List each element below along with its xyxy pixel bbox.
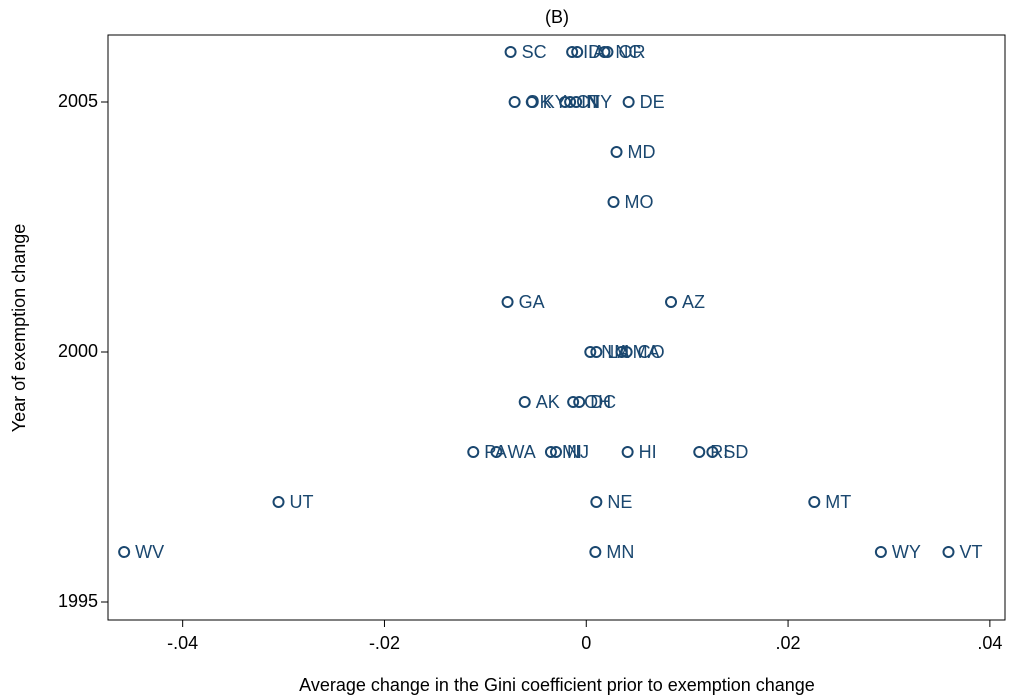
y-tick-label: 2005	[58, 91, 98, 111]
x-axis-title: Average change in the Gini coefficient p…	[299, 675, 815, 695]
point-label: MN	[606, 542, 634, 562]
point	[573, 396, 586, 408]
point-label: NC	[615, 42, 641, 62]
chart-title: (B)	[545, 7, 569, 27]
point	[518, 396, 531, 408]
point-label: CO	[638, 342, 665, 362]
y-tick-label: 2000	[58, 341, 98, 361]
point	[504, 46, 517, 58]
point	[622, 96, 635, 108]
point-label: WA	[507, 442, 535, 462]
point-label: NE	[607, 492, 632, 512]
point-label: UT	[290, 492, 314, 512]
point	[607, 196, 620, 208]
point-label: MD	[628, 142, 656, 162]
point	[601, 46, 614, 58]
point	[620, 346, 633, 358]
point	[570, 96, 583, 108]
x-tick-label: -.02	[369, 633, 400, 653]
point-label: IN	[581, 92, 599, 112]
point-label: KY	[543, 92, 567, 112]
point	[559, 96, 572, 108]
point	[567, 396, 580, 408]
plot-frame	[107, 34, 1006, 621]
point-label: AZ	[682, 292, 705, 312]
point	[665, 296, 678, 308]
point	[501, 296, 514, 308]
point	[467, 446, 480, 458]
point-label: NJ	[567, 442, 589, 462]
point-label: OR	[618, 42, 645, 62]
point	[590, 346, 603, 358]
point	[508, 96, 521, 108]
point-label: PA	[484, 442, 507, 462]
y-tick-label: 1995	[58, 591, 98, 611]
point-label: MA	[633, 342, 660, 362]
point	[525, 96, 538, 108]
point-label: CT	[576, 92, 600, 112]
point	[571, 46, 584, 58]
point	[621, 446, 634, 458]
point	[874, 546, 887, 558]
point-label: GA	[519, 292, 545, 312]
point-label: MT	[825, 492, 851, 512]
point	[942, 546, 955, 558]
point-label: MI	[562, 442, 582, 462]
point	[706, 446, 719, 458]
point-label: ID	[583, 42, 601, 62]
point-label: DC	[590, 392, 616, 412]
point-label: SC	[522, 42, 547, 62]
point-label: WV	[135, 542, 164, 562]
point	[615, 346, 628, 358]
point	[693, 446, 706, 458]
point	[610, 146, 623, 158]
point-label: AK	[536, 392, 560, 412]
point	[490, 446, 503, 458]
point	[549, 446, 562, 458]
point	[590, 496, 603, 508]
x-tick-label: 0	[581, 633, 591, 653]
point	[118, 546, 131, 558]
point-label: NY	[587, 92, 612, 112]
point-label: SD	[723, 442, 748, 462]
x-tick-label: .04	[977, 633, 1002, 653]
x-tick-label: .02	[776, 633, 801, 653]
point	[544, 446, 557, 458]
point-label: VT	[959, 542, 982, 562]
point	[272, 496, 285, 508]
point	[808, 496, 821, 508]
point-label: MO	[625, 192, 654, 212]
point-label: HI	[639, 442, 657, 462]
x-tick-label: -.04	[167, 633, 198, 653]
point	[564, 96, 577, 108]
point-label: OH	[584, 392, 611, 412]
point-label: WY	[892, 542, 921, 562]
point	[566, 46, 579, 58]
point-label: DE	[640, 92, 665, 112]
point	[589, 546, 602, 558]
y-axis-title: Year of exemption change	[9, 224, 29, 433]
point	[584, 346, 597, 358]
